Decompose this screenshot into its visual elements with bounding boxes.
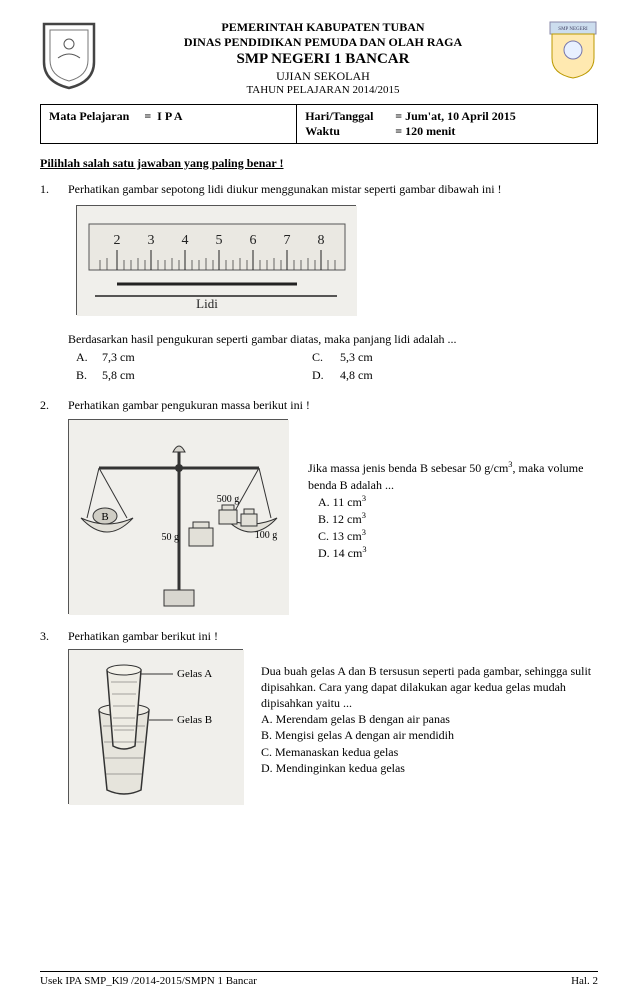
svg-text:Lidi: Lidi: [196, 296, 218, 311]
q2-opt-c: 13 cm: [332, 529, 362, 543]
right-logo: SMP NEGERI: [548, 20, 598, 80]
q3-side-text: Dua buah gelas A dan B tersusun seperti …: [261, 645, 598, 776]
q1-options-row2: B.5,8 cm D.4,8 cm: [68, 367, 598, 383]
q2-text: Perhatikan gambar pengukuran massa berik…: [68, 397, 598, 413]
svg-text:500 g: 500 g: [217, 494, 240, 505]
q1-opt-c: 5,3 cm: [340, 349, 373, 365]
svg-text:Gelas A: Gelas A: [177, 668, 212, 680]
q1-after: Berdasarkan hasil pengukuran seperti gam…: [68, 331, 598, 347]
svg-text:50 g: 50 g: [162, 532, 180, 543]
svg-text:7: 7: [284, 233, 291, 248]
day-label: Hari/Tanggal: [305, 109, 395, 124]
q2-side-text: Jika massa jenis benda B sebesar 50 g/cm…: [308, 419, 598, 561]
time-label: Waktu: [305, 124, 395, 139]
header-line2: DINAS PENDIDIKAN PEMUDA DAN OLAH RAGA: [106, 35, 540, 50]
footer: Usek IPA SMP_Kl9 /2014-2015/SMPN 1 Banca…: [40, 971, 598, 987]
q2-number: 2.: [40, 397, 68, 614]
day-value: Jum'at, 10 April 2015: [405, 109, 516, 123]
q1-opt-a: 7,3 cm: [102, 349, 192, 365]
header-line5: TAHUN PELAJARAN 2014/2015: [106, 84, 540, 98]
question-3: 3. Perhatikan gambar berikut ini ! Gelas…: [40, 628, 598, 803]
footer-left: Usek IPA SMP_Kl9 /2014-2015/SMPN 1 Banca…: [40, 975, 257, 987]
svg-text:8: 8: [318, 233, 325, 248]
q2-opt-a: 11 cm: [333, 495, 362, 509]
q3-number: 3.: [40, 628, 68, 803]
q3-glass-figure: Gelas A Gelas B: [68, 649, 243, 804]
header-text: PEMERINTAH KABUPATEN TUBAN DINAS PENDIDI…: [106, 20, 540, 98]
q3-opt-b: Mengisi gelas A dengan air mendidih: [275, 728, 454, 742]
q3-side-desc: Dua buah gelas A dan B tersusun seperti …: [261, 663, 598, 712]
q3-opt-c: Memanaskan kedua gelas: [275, 745, 398, 759]
subject-label: Mata Pelajaran: [49, 109, 129, 123]
q1-options-row1: A.7,3 cm C.5,3 cm: [68, 349, 598, 365]
q1-number: 1.: [40, 181, 68, 384]
info-table: Mata Pelajaran = I P A Hari/Tanggal = Ju…: [40, 104, 598, 144]
time-value: 120 menit: [405, 124, 455, 138]
q3-opt-a: Merendam gelas B dengan air panas: [276, 712, 450, 726]
svg-text:B: B: [101, 511, 108, 523]
q3-text: Perhatikan gambar berikut ini !: [68, 628, 598, 644]
instruction: Pilihlah salah satu jawaban yang paling …: [40, 156, 598, 171]
svg-text:Gelas B: Gelas B: [177, 714, 212, 726]
q2-opt-d: 14 cm: [333, 546, 363, 560]
svg-text:6: 6: [250, 233, 257, 248]
svg-text:4: 4: [182, 233, 189, 248]
q1-ruler-figure: 2 3 4 5 6 7 8: [76, 205, 356, 315]
q2-scale-figure: B 50 g 500 g 100 g: [68, 419, 288, 614]
svg-text:3: 3: [148, 233, 155, 248]
q2-opt-b: 12 cm: [332, 512, 362, 526]
q1-opt-b: 5,8 cm: [102, 367, 192, 383]
question-2: 2. Perhatikan gambar pengukuran massa be…: [40, 397, 598, 614]
header: PEMERINTAH KABUPATEN TUBAN DINAS PENDIDI…: [40, 20, 598, 98]
footer-right: Hal. 2: [571, 975, 598, 987]
svg-text:100 g: 100 g: [255, 530, 278, 541]
svg-text:5: 5: [216, 233, 223, 248]
svg-text:2: 2: [114, 233, 121, 248]
svg-text:SMP NEGERI: SMP NEGERI: [558, 27, 588, 32]
q1-opt-d: 4,8 cm: [340, 367, 373, 383]
question-1: 1. Perhatikan gambar sepotong lidi diuku…: [40, 181, 598, 384]
q1-text: Perhatikan gambar sepotong lidi diukur m…: [68, 181, 598, 197]
left-logo: [40, 20, 98, 90]
header-line1: PEMERINTAH KABUPATEN TUBAN: [106, 20, 540, 35]
header-line3: SMP NEGERI 1 BANCAR: [106, 50, 540, 69]
subject-value: I P A: [157, 109, 182, 123]
header-line4: UJIAN SEKOLAH: [106, 69, 540, 84]
q3-opt-d: Mendinginkan kedua gelas: [276, 761, 405, 775]
